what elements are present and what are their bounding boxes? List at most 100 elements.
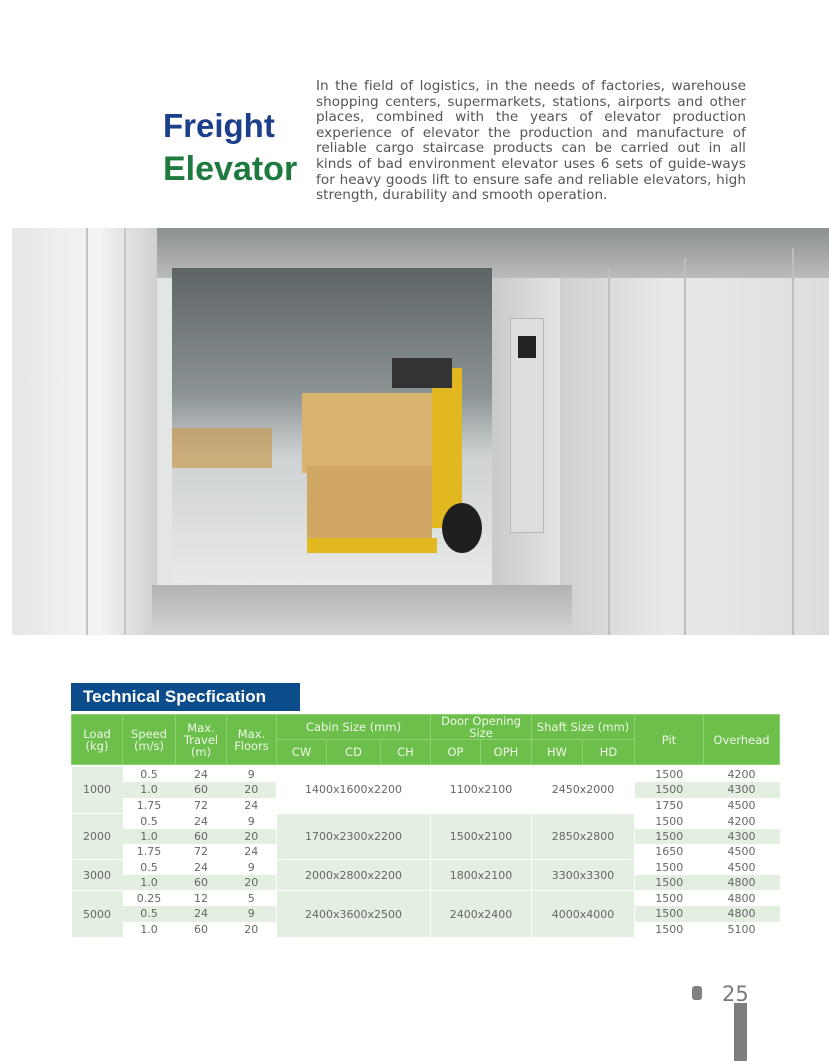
elevator-photo: [12, 228, 829, 635]
header-cd: CD: [326, 739, 381, 765]
cell-speed: 0.25: [122, 890, 176, 906]
cell-overhead: 4800: [703, 890, 780, 906]
cell-overhead: 4500: [727, 798, 756, 812]
table-row: 1.0 60 20 1500 5100: [72, 922, 780, 938]
cell-speed: 1.0: [140, 922, 158, 936]
cell-travel: 60: [175, 782, 227, 798]
cell-floors: 9: [226, 812, 277, 829]
cell-door-opening: 1800x2100: [430, 859, 532, 891]
cell-pit: 1500: [634, 812, 704, 829]
cell-pit: 1500: [634, 875, 704, 891]
cell-floors: 20: [226, 782, 277, 798]
cell-pit: 1500: [655, 922, 684, 936]
cell-floors: 24: [244, 798, 259, 812]
table-row: 5000 0.25 12 5 2400x3600x2500 2400x2400 4000x4…: [71, 890, 780, 937]
cell-pit: 1500: [634, 782, 704, 798]
cell-speed: 1.0: [122, 875, 176, 891]
cell-cabin-size: 2000x2800x2200: [276, 859, 431, 891]
cell-shaft-size: 3300x3300: [531, 859, 635, 891]
header-oph: OPH: [480, 739, 532, 765]
cell-overhead: 4200: [727, 767, 756, 781]
page-number: 25: [722, 982, 749, 1006]
cell-pit: 1500: [634, 828, 704, 844]
cell-floors: 9: [247, 767, 255, 781]
technical-specification-heading: Technical Specfication: [71, 683, 300, 711]
header-hd: HD: [582, 739, 635, 765]
cell-travel: 24: [194, 767, 208, 781]
cell-load: 5000: [71, 890, 123, 937]
cell-travel: 24: [175, 812, 227, 829]
cell-speed: 1.75: [136, 798, 162, 812]
page-marker-icon: [692, 986, 702, 1000]
cell-speed: 0.5: [122, 859, 176, 875]
cell-speed: 1.0: [122, 828, 176, 844]
cell-travel: 72: [194, 798, 208, 812]
header-speed: Speed (m/s): [122, 714, 176, 765]
cell-shaft-size: 4000x4000: [531, 890, 635, 937]
cell-floors: 20: [226, 828, 277, 844]
header-pit: Pit: [634, 714, 704, 765]
table-row: 1.75 72 24 1650 4500: [72, 844, 780, 860]
cell-pit: 1750: [655, 798, 684, 812]
cell-overhead: 4500: [703, 859, 780, 875]
cell-travel: 12: [175, 890, 227, 906]
cell-speed: 0.5: [122, 906, 176, 922]
cell-travel: 24: [175, 906, 227, 922]
cell-door-opening: 1500x2100: [430, 812, 532, 860]
title-freight: Freight: [163, 107, 275, 144]
cell-speed: 0.5: [122, 812, 176, 829]
cell-speed: 1.75: [136, 845, 162, 858]
cell-overhead: 5100: [727, 922, 756, 936]
header-ch: CH: [380, 739, 431, 765]
header-door-opening: Door Opening Size: [430, 714, 532, 740]
table-row: 1.75 72 24 1750 4500: [72, 798, 780, 814]
cell-load: 2000: [71, 812, 123, 860]
table-row: 0.5 24 9 1500 4800: [72, 906, 780, 922]
table-row: 3000 0.5 24 9 2000x2800x2200 1800x2100 3300x33…: [71, 859, 780, 891]
header-travel: Max. Travel (m): [175, 714, 227, 765]
cell-travel: 60: [175, 828, 227, 844]
cell-overhead: 4300: [703, 782, 780, 798]
spec-table: Load (kg) Speed (m/s) Max. Travel (m) Ma…: [71, 714, 780, 937]
cell-door-opening: 1100x2100: [430, 766, 532, 813]
header-load: Load (kg): [71, 714, 123, 765]
cell-shaft-size: 2850x2800: [531, 812, 635, 860]
table-row: 2000 0.5 24 9 1700x2300x2200 1500x2100 2850x28…: [71, 812, 780, 860]
page-side-bar: [734, 1003, 747, 1061]
cell-pit: 1650: [655, 845, 684, 858]
cell-floors: 20: [226, 875, 277, 891]
cell-load: 3000: [71, 859, 123, 891]
header-cw: CW: [276, 739, 327, 765]
cell-door-opening: 2400x2400: [430, 890, 532, 937]
cell-overhead: 4300: [703, 828, 780, 844]
cell-pit: 1500: [655, 767, 684, 781]
cell-overhead: 4800: [703, 875, 780, 891]
header-hw: HW: [531, 739, 583, 765]
cell-overhead: 4500: [727, 845, 756, 858]
cell-travel: 72: [194, 845, 208, 858]
cell-travel: 60: [175, 875, 227, 891]
cell-speed: 0.5: [140, 767, 158, 781]
title-elevator: Elevator: [163, 150, 298, 188]
cell-floors: 9: [226, 906, 277, 922]
cell-pit: 1500: [634, 890, 704, 906]
cell-cabin-size: 1400x1600x2200: [276, 766, 431, 813]
table-row: 1000 0.5 24 9 1400x1600x2200 1100x2100 2450x20…: [71, 766, 780, 813]
header-shaft-size: Shaft Size (mm): [531, 714, 635, 740]
header-op: OP: [430, 739, 481, 765]
header-cabin-size: Cabin Size (mm): [276, 714, 431, 740]
cell-cabin-size: 2400x3600x2500: [276, 890, 431, 937]
cell-cabin-size: 1700x2300x2200: [276, 812, 431, 860]
intro-paragraph: In the field of logistics, in the needs …: [316, 78, 746, 204]
cell-shaft-size: 2450x2000: [531, 766, 635, 813]
table-row: 1.0 60 20 1500 4300: [72, 828, 780, 844]
cell-overhead: 4200: [703, 812, 780, 829]
header-floors: Max. Floors: [226, 714, 277, 765]
cell-speed: 1.0: [122, 782, 176, 798]
cell-floors: 24: [244, 845, 259, 858]
header-overhead: Overhead: [703, 714, 780, 765]
cell-floors: 5: [226, 890, 277, 906]
cell-overhead: 4800: [703, 906, 780, 922]
cell-floors: 9: [226, 859, 277, 875]
table-row: 1.0 60 20 1500 4800: [72, 875, 780, 891]
